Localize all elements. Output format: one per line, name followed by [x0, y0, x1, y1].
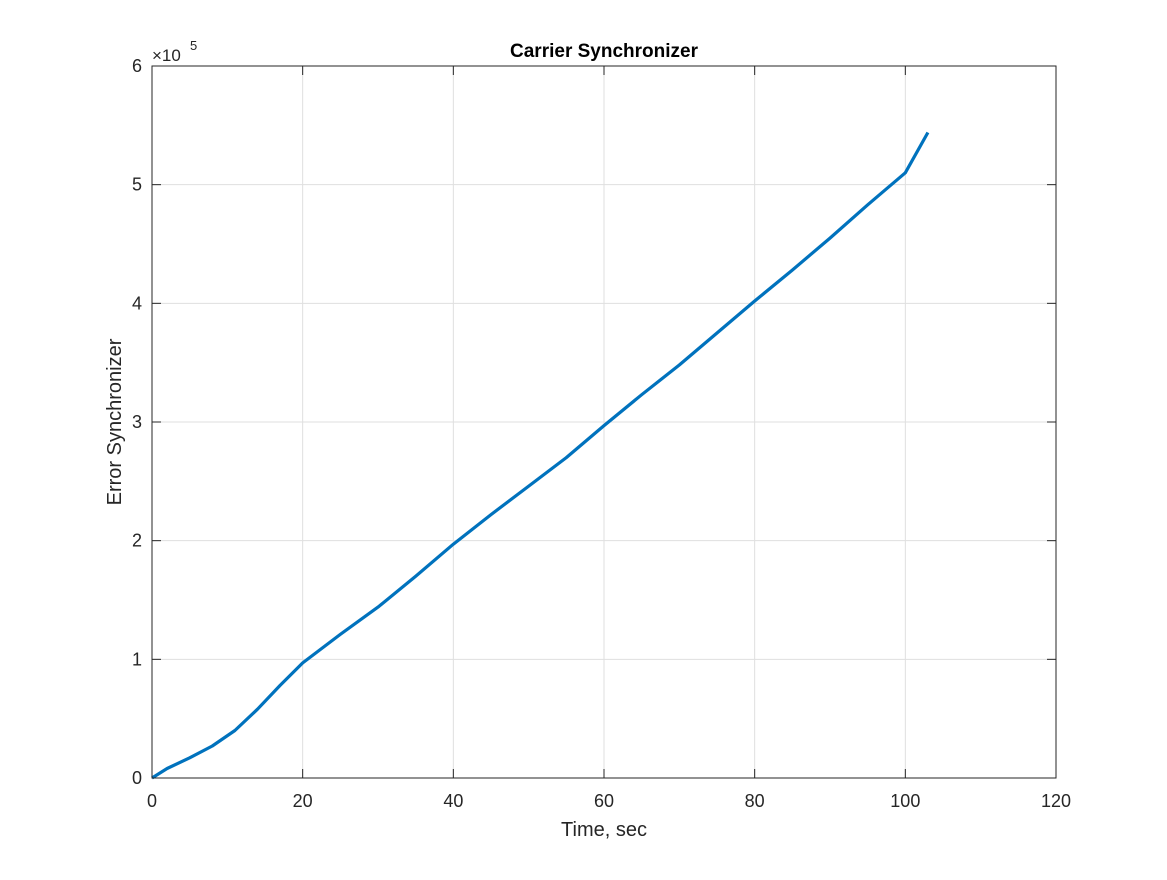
tick-marks [151, 65, 1057, 779]
y-exponent-power: 5 [190, 38, 197, 53]
chart-title: Carrier Synchronizer [510, 41, 699, 62]
x-tick-label: 20 [293, 791, 313, 811]
y-tick-label: 4 [132, 293, 142, 313]
x-tick-label: 80 [745, 791, 765, 811]
x-axis-label: Time, sec [561, 819, 647, 841]
x-tick-label: 0 [147, 791, 157, 811]
series-line-0 [151, 131, 930, 780]
x-tick-label: 120 [1041, 791, 1071, 811]
y-tick-label: 0 [132, 768, 142, 788]
x-tick-label: 100 [890, 791, 920, 811]
y-tick-label: 3 [132, 412, 142, 432]
y-tick-label: 5 [132, 175, 142, 195]
x-tick-label: 40 [443, 791, 463, 811]
tick-labels: 0 20 40 60 80 100 120 0 1 2 3 4 5 6 [132, 56, 1071, 811]
x-tick-label: 60 [594, 791, 614, 811]
y-tick-label: 6 [132, 56, 142, 76]
y-tick-label: 1 [132, 649, 142, 669]
y-axis-label: Error Synchronizer [104, 338, 126, 505]
y-exponent-multiplier: ×10 [152, 46, 181, 65]
y-tick-label: 2 [132, 531, 142, 551]
series-layer [151, 131, 930, 780]
